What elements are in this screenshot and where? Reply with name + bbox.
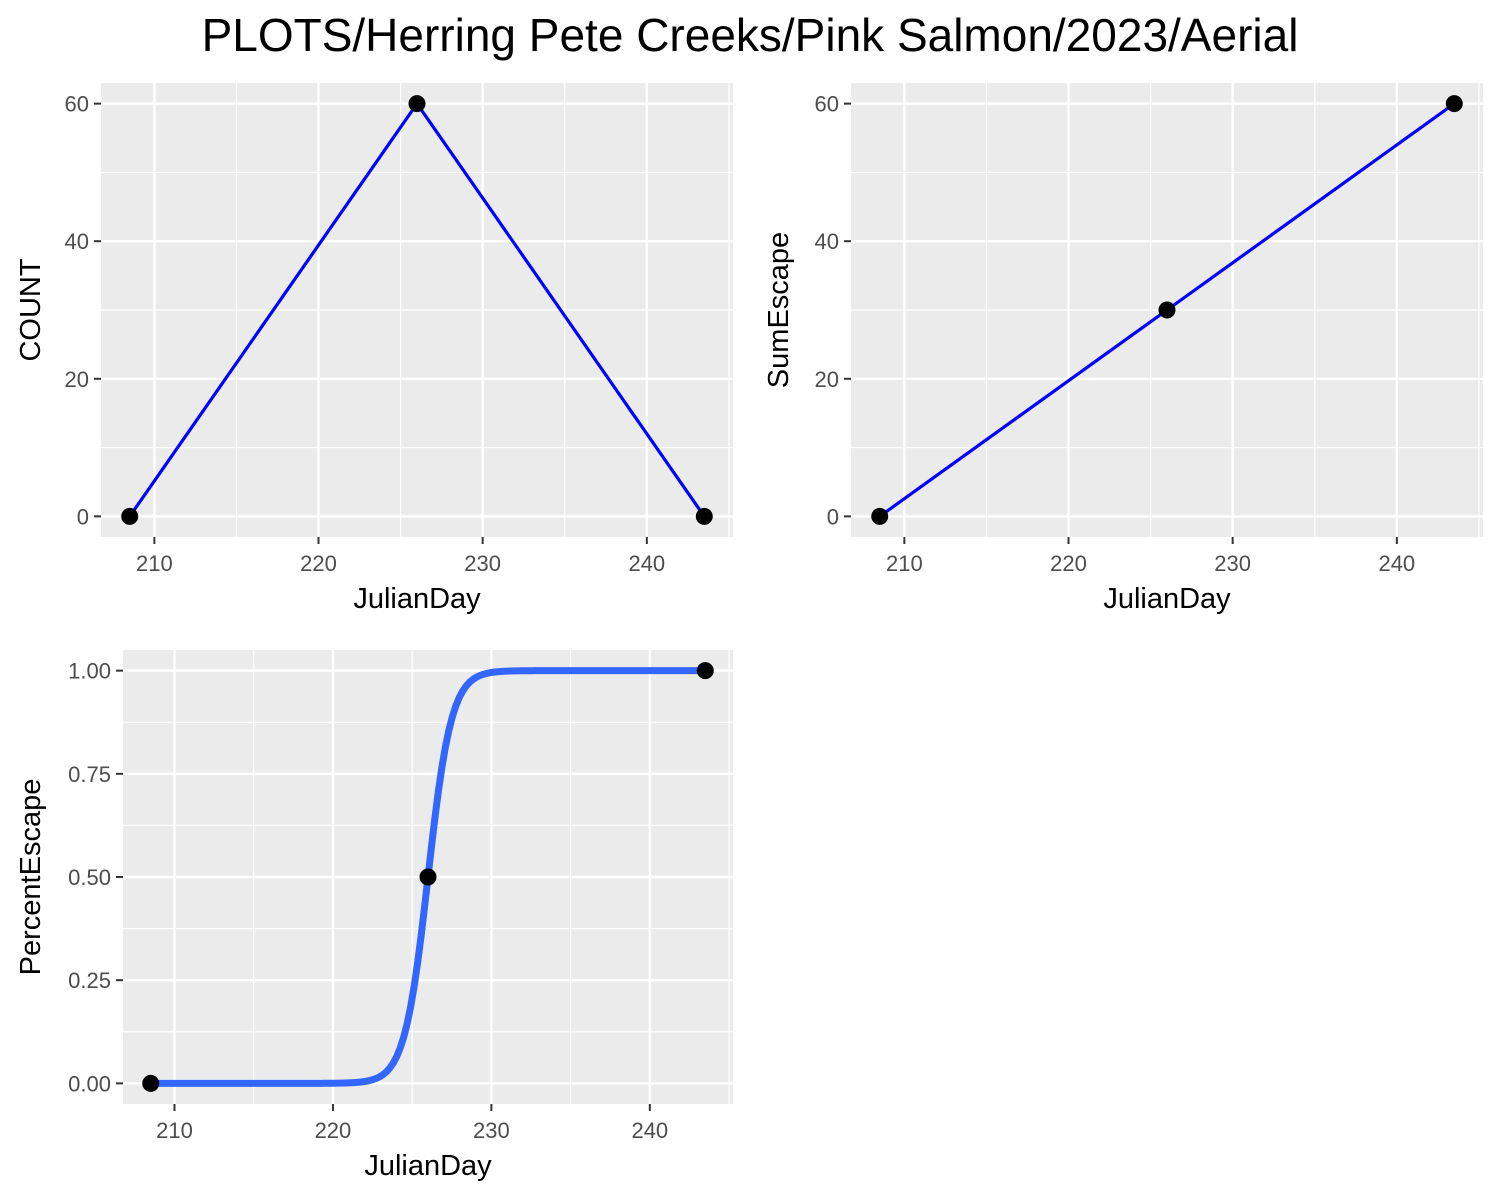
figure-title: PLOTS/Herring Pete Creeks/Pink Salmon/20…: [201, 9, 1299, 61]
y-tick-label: 0.50: [68, 865, 111, 890]
chart-panel-1: 210 220 230 240 0 20 40 60 JulianDay COUNT: [15, 83, 733, 615]
y-tick-label: 0: [77, 504, 89, 529]
x-tick-label: 230: [464, 551, 501, 576]
y-axis-title: COUNT: [15, 258, 47, 361]
x-tick-label: 210: [886, 551, 923, 576]
x-tick-label: 220: [300, 551, 337, 576]
x-tick-label: 230: [1214, 551, 1251, 576]
y-axis-title: SumEscape: [763, 232, 795, 388]
y-tick-label: 40: [815, 229, 839, 254]
data-point: [1445, 95, 1463, 113]
data-point: [408, 95, 426, 113]
data-point: [871, 507, 889, 525]
x-axis-title: JulianDay: [364, 1150, 492, 1182]
data-point: [142, 1074, 160, 1092]
data-point: [121, 507, 139, 525]
y-tick-label: 20: [65, 367, 89, 392]
x-tick-label: 210: [136, 551, 173, 576]
x-axis-title: JulianDay: [353, 583, 481, 615]
data-point: [1158, 301, 1176, 319]
x-tick-label: 240: [1378, 551, 1415, 576]
data-point: [419, 868, 437, 886]
data-point: [695, 507, 713, 525]
x-axis-title: JulianDay: [1103, 583, 1231, 615]
y-tick-label: 0: [827, 504, 839, 529]
y-tick-label: 0.75: [68, 762, 111, 787]
data-point: [696, 662, 714, 680]
y-tick-label: 20: [815, 367, 839, 392]
y-tick-label: 60: [65, 92, 89, 117]
y-tick-label: 0.00: [68, 1071, 111, 1096]
y-tick-label: 1.00: [68, 659, 111, 684]
x-tick-label: 240: [628, 551, 665, 576]
y-axis-title: PercentEscape: [15, 779, 47, 976]
y-tick-label: 40: [65, 229, 89, 254]
x-tick-label: 210: [156, 1118, 193, 1143]
chart-panel-3: 210 220 230 240 0.00 0.25 0.50 0.75 1.00 JulianDa…: [15, 650, 733, 1182]
x-tick-label: 240: [631, 1118, 668, 1143]
y-tick-label: 60: [815, 92, 839, 117]
x-tick-label: 230: [473, 1118, 510, 1143]
y-tick-label: 0.25: [68, 968, 111, 993]
x-tick-label: 220: [1050, 551, 1087, 576]
x-tick-label: 220: [315, 1118, 352, 1143]
chart-panel-2: 210 220 230 240 0 20 40 60 JulianDay SumEscape: [763, 83, 1483, 615]
